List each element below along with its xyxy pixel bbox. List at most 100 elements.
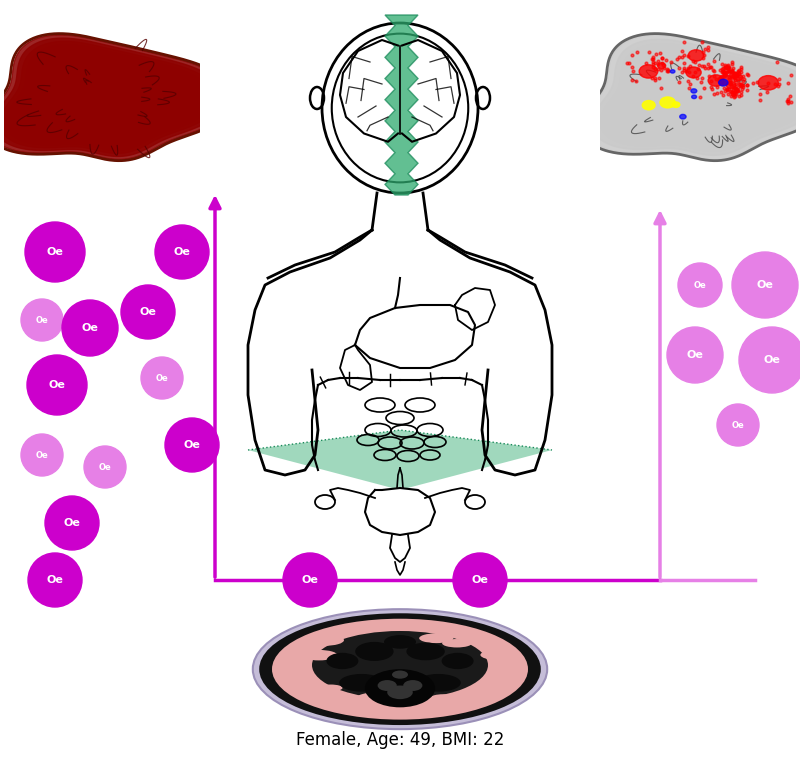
Point bbox=[718, 67, 730, 79]
Point bbox=[673, 76, 686, 89]
Point bbox=[689, 65, 702, 78]
Ellipse shape bbox=[688, 50, 704, 61]
Point bbox=[726, 69, 738, 82]
Polygon shape bbox=[28, 58, 186, 139]
Ellipse shape bbox=[392, 671, 408, 679]
Point bbox=[715, 58, 728, 70]
Polygon shape bbox=[685, 92, 714, 107]
Ellipse shape bbox=[680, 115, 686, 119]
Ellipse shape bbox=[253, 609, 547, 729]
Circle shape bbox=[732, 252, 798, 318]
Point bbox=[742, 69, 754, 82]
Point bbox=[693, 90, 706, 103]
Ellipse shape bbox=[301, 650, 338, 661]
Point bbox=[726, 64, 738, 76]
Polygon shape bbox=[600, 44, 800, 151]
Point bbox=[648, 62, 661, 75]
Polygon shape bbox=[39, 64, 174, 132]
Point bbox=[734, 78, 747, 90]
Ellipse shape bbox=[326, 653, 358, 669]
Polygon shape bbox=[0, 38, 226, 157]
Point bbox=[741, 83, 754, 96]
Point bbox=[698, 49, 710, 62]
Polygon shape bbox=[355, 305, 475, 368]
Point bbox=[683, 82, 696, 94]
Circle shape bbox=[283, 553, 337, 607]
Point bbox=[732, 67, 745, 79]
Point bbox=[658, 62, 671, 74]
Point bbox=[723, 71, 736, 83]
Ellipse shape bbox=[312, 631, 488, 700]
Polygon shape bbox=[62, 76, 147, 121]
Ellipse shape bbox=[718, 79, 728, 86]
Point bbox=[741, 79, 754, 91]
Text: Oe: Oe bbox=[139, 307, 157, 317]
Polygon shape bbox=[79, 86, 128, 111]
Polygon shape bbox=[340, 345, 372, 390]
Point bbox=[722, 61, 735, 73]
Point bbox=[727, 91, 740, 104]
Point bbox=[719, 65, 732, 78]
Point bbox=[723, 83, 736, 96]
Ellipse shape bbox=[419, 633, 454, 643]
Point bbox=[621, 57, 634, 69]
Ellipse shape bbox=[387, 686, 413, 700]
Polygon shape bbox=[385, 15, 418, 195]
Polygon shape bbox=[34, 61, 180, 136]
Point bbox=[729, 69, 742, 81]
Polygon shape bbox=[74, 83, 134, 115]
Point bbox=[673, 51, 686, 63]
Point bbox=[704, 81, 717, 93]
Point bbox=[711, 81, 724, 93]
Point bbox=[772, 78, 785, 90]
Point bbox=[686, 70, 699, 83]
Ellipse shape bbox=[691, 89, 697, 93]
Point bbox=[656, 51, 669, 64]
Polygon shape bbox=[0, 35, 232, 160]
Point bbox=[728, 68, 741, 80]
Point bbox=[718, 69, 731, 81]
Point bbox=[738, 73, 750, 86]
Point bbox=[734, 72, 746, 84]
Text: Oe: Oe bbox=[686, 350, 703, 360]
Circle shape bbox=[453, 553, 507, 607]
Point bbox=[690, 72, 703, 85]
Text: Oe: Oe bbox=[46, 247, 63, 257]
Point bbox=[754, 88, 766, 100]
Point bbox=[732, 66, 745, 79]
Polygon shape bbox=[17, 51, 199, 144]
Point bbox=[678, 35, 690, 48]
Point bbox=[682, 62, 694, 74]
Point bbox=[649, 74, 662, 86]
Point bbox=[785, 69, 798, 81]
Point bbox=[725, 79, 738, 92]
Text: Oe: Oe bbox=[49, 380, 66, 390]
Ellipse shape bbox=[732, 88, 738, 93]
Polygon shape bbox=[68, 80, 141, 118]
Point bbox=[730, 88, 742, 100]
Point bbox=[722, 72, 735, 85]
Point bbox=[729, 66, 742, 79]
Point bbox=[645, 71, 658, 83]
Circle shape bbox=[62, 300, 118, 356]
Point bbox=[697, 52, 710, 65]
Ellipse shape bbox=[339, 674, 384, 692]
Point bbox=[718, 76, 731, 88]
Point bbox=[727, 86, 740, 98]
Point bbox=[722, 65, 734, 77]
Point bbox=[684, 78, 697, 90]
Point bbox=[651, 58, 664, 70]
Point bbox=[717, 65, 730, 77]
Text: Oe: Oe bbox=[183, 440, 201, 450]
Ellipse shape bbox=[430, 694, 455, 701]
Point bbox=[736, 79, 749, 91]
Circle shape bbox=[21, 434, 63, 476]
Point bbox=[729, 86, 742, 99]
Point bbox=[698, 82, 710, 94]
Circle shape bbox=[678, 263, 722, 307]
Point bbox=[704, 61, 717, 73]
Ellipse shape bbox=[670, 70, 675, 73]
Point bbox=[721, 83, 734, 96]
Point bbox=[675, 65, 688, 78]
Point bbox=[718, 61, 731, 73]
